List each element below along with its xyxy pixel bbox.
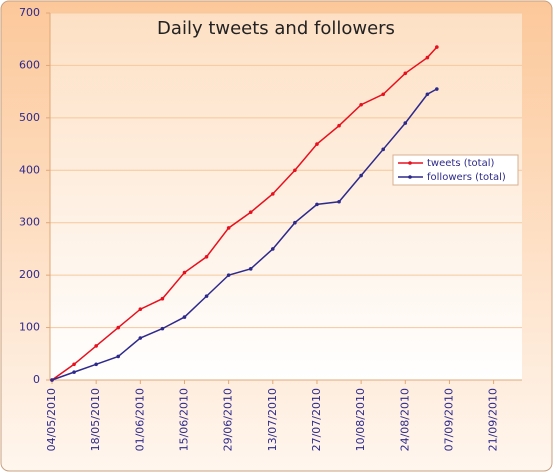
- data-point: [50, 378, 54, 382]
- data-point: [248, 267, 253, 271]
- x-tick-label: 29/06/2010: [222, 388, 235, 451]
- y-tick-label: 400: [19, 163, 40, 176]
- data-point: [160, 326, 165, 331]
- x-tick-label: 21/09/2010: [487, 388, 500, 451]
- x-tick-label: 24/08/2010: [398, 388, 411, 451]
- chart-title: Daily tweets and followers: [157, 18, 395, 39]
- y-tick-label: 700: [19, 6, 40, 19]
- data-point: [381, 92, 386, 97]
- data-point: [182, 270, 187, 275]
- data-point: [403, 121, 408, 125]
- data-point: [226, 273, 231, 277]
- data-point: [116, 354, 121, 359]
- data-point: [359, 102, 363, 107]
- x-tick-label: 13/07/2010: [266, 388, 279, 451]
- data-point: [138, 307, 143, 312]
- x-tick-label: 10/08/2010: [354, 388, 367, 451]
- x-tick-label: 01/06/2010: [133, 388, 146, 451]
- legend-label: tweets (total): [427, 158, 494, 169]
- data-point: [293, 168, 297, 173]
- data-point: [435, 45, 439, 49]
- data-point: [94, 362, 98, 367]
- data-point: [381, 147, 386, 152]
- x-tick-label: 15/06/2010: [177, 388, 190, 451]
- y-tick-label: 600: [19, 58, 40, 71]
- x-tick-label: 18/05/2010: [89, 388, 102, 451]
- data-point: [160, 296, 165, 301]
- data-point: [182, 315, 187, 319]
- data-point: [226, 226, 231, 230]
- data-point: [94, 344, 98, 348]
- legend-marker: [408, 175, 412, 179]
- data-point: [315, 202, 319, 207]
- data-point: [204, 254, 209, 259]
- x-tick-label: 27/07/2010: [310, 388, 323, 451]
- data-point: [271, 192, 275, 196]
- data-point: [204, 294, 209, 298]
- legend-marker: [408, 161, 412, 165]
- data-point: [425, 55, 430, 60]
- data-point: [403, 71, 408, 76]
- legend-label: followers (total): [427, 172, 506, 183]
- y-tick-label: 300: [19, 216, 40, 229]
- data-point: [337, 199, 341, 204]
- data-point: [116, 325, 121, 330]
- data-point: [337, 123, 341, 128]
- x-tick-label: 04/05/2010: [45, 388, 58, 451]
- y-tick-label: 500: [19, 111, 40, 124]
- data-point: [271, 247, 275, 251]
- data-point: [72, 370, 76, 374]
- data-point: [138, 336, 143, 340]
- y-tick-label: 200: [19, 268, 40, 281]
- data-point: [72, 362, 76, 367]
- data-point: [435, 87, 439, 91]
- y-tick-label: 0: [33, 373, 40, 386]
- data-point: [248, 210, 253, 215]
- data-point: [315, 142, 319, 146]
- x-tick-label: 07/09/2010: [442, 388, 455, 451]
- data-point: [359, 173, 363, 178]
- data-point: [293, 220, 297, 225]
- data-point: [425, 92, 430, 97]
- y-tick-label: 100: [19, 321, 40, 334]
- legend-box: [392, 154, 519, 186]
